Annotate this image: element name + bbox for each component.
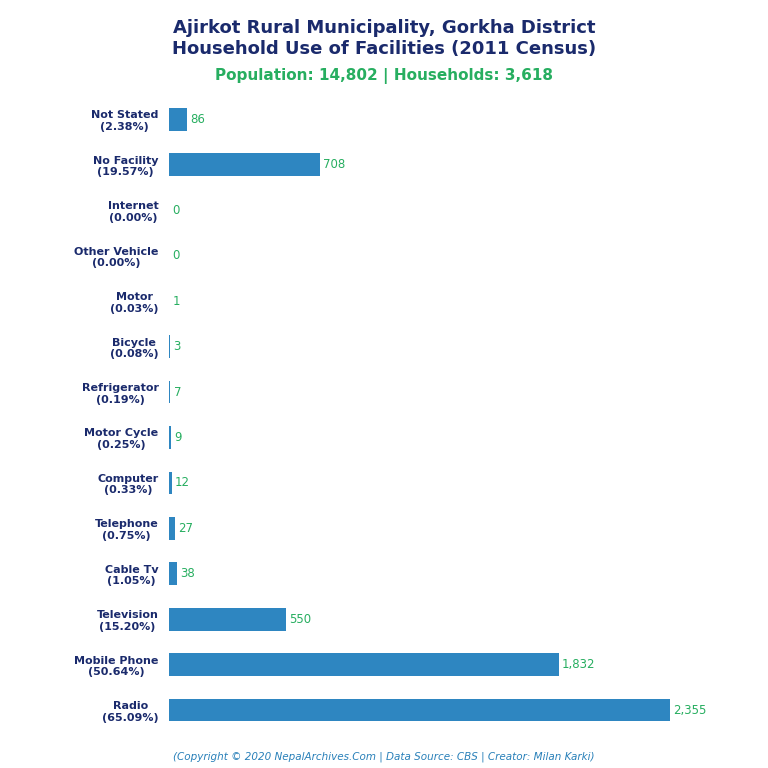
- Text: (Copyright © 2020 NepalArchives.Com | Data Source: CBS | Creator: Milan Karki): (Copyright © 2020 NepalArchives.Com | Da…: [174, 751, 594, 762]
- Text: 7: 7: [174, 386, 181, 399]
- Bar: [169, 562, 177, 585]
- Bar: [169, 517, 174, 540]
- Text: 550: 550: [289, 613, 311, 626]
- Text: 0: 0: [172, 249, 180, 262]
- Text: 86: 86: [190, 113, 205, 126]
- Text: Ajirkot Rural Municipality, Gorkha District: Ajirkot Rural Municipality, Gorkha Distr…: [173, 19, 595, 37]
- Text: 1: 1: [172, 295, 180, 308]
- Text: 38: 38: [180, 568, 195, 581]
- Bar: [169, 472, 171, 495]
- Bar: [169, 654, 558, 676]
- Text: 0: 0: [172, 204, 180, 217]
- Bar: [169, 154, 319, 176]
- Bar: [169, 381, 170, 403]
- Bar: [169, 699, 670, 721]
- Bar: [169, 426, 170, 449]
- Text: 708: 708: [323, 158, 345, 171]
- Text: 3: 3: [173, 340, 180, 353]
- Text: 9: 9: [174, 431, 181, 444]
- Text: Household Use of Facilities (2011 Census): Household Use of Facilities (2011 Census…: [172, 40, 596, 58]
- Bar: [169, 108, 187, 131]
- Bar: [169, 607, 286, 631]
- Text: 12: 12: [174, 476, 190, 489]
- Text: Population: 14,802 | Households: 3,618: Population: 14,802 | Households: 3,618: [215, 68, 553, 84]
- Text: 27: 27: [178, 521, 193, 535]
- Text: 1,832: 1,832: [561, 658, 595, 671]
- Text: 2,355: 2,355: [673, 703, 707, 717]
